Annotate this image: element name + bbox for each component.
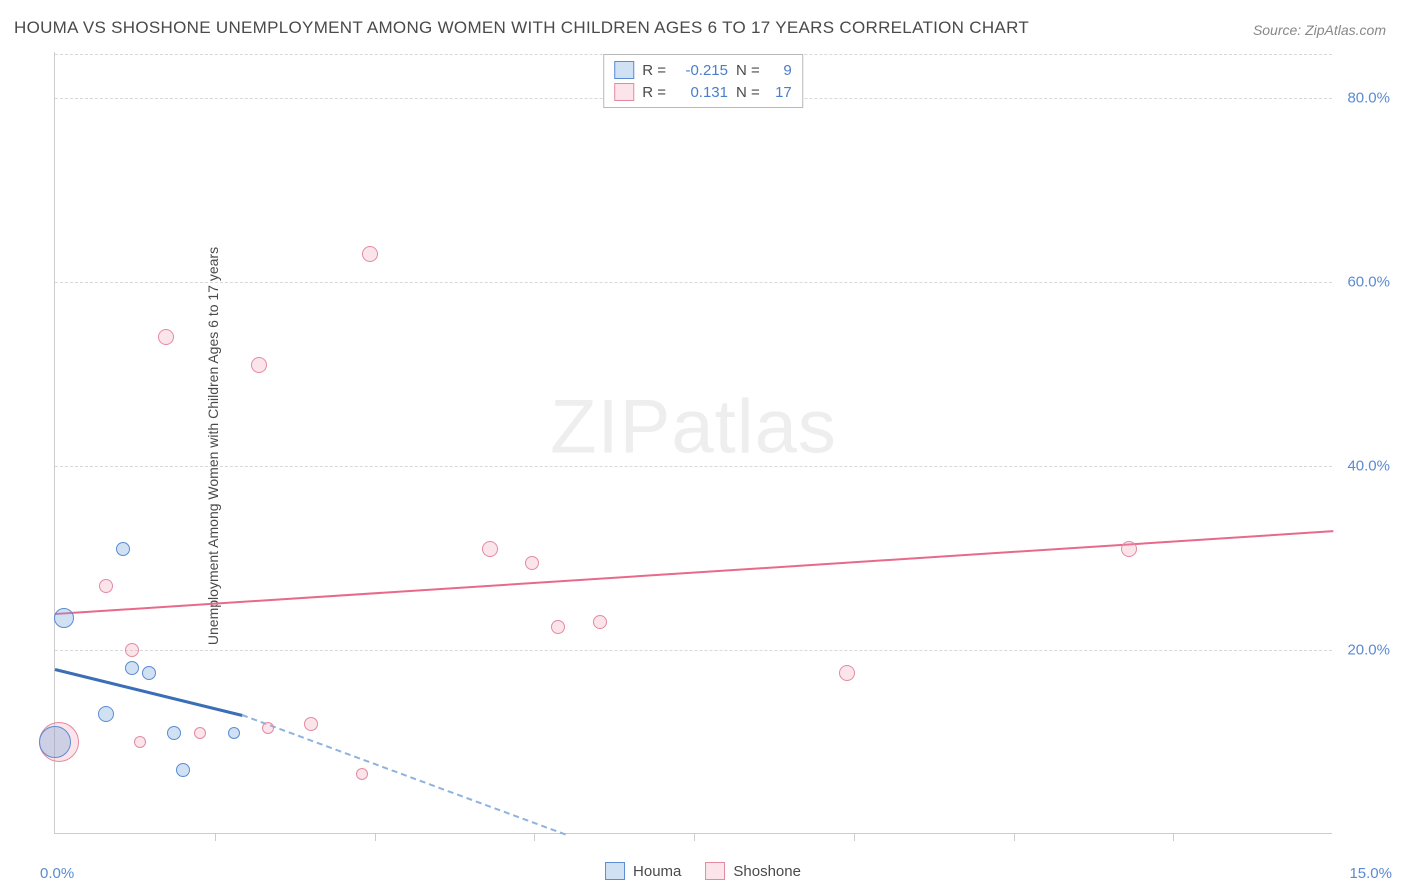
legend-swatch-houma (605, 862, 625, 880)
stats-n-label: N = (736, 62, 760, 79)
stats-swatch-houma (614, 61, 634, 79)
stats-swatch-shoshone (614, 83, 634, 101)
data-point-houma (167, 726, 181, 740)
data-point-shoshone (525, 556, 539, 570)
data-point-shoshone (134, 736, 146, 748)
legend-label-shoshone: Shoshone (733, 863, 801, 880)
data-point-houma (142, 666, 156, 680)
data-point-shoshone (1121, 541, 1137, 557)
stats-legend-row: R = 0.131 N = 17 (614, 81, 792, 103)
stats-r-label: R = (642, 62, 666, 79)
y-tick-label: 60.0% (1347, 274, 1390, 291)
plot-area: ZIPatlas 20.0%40.0%60.0%80.0% (54, 52, 1332, 834)
data-point-shoshone (551, 620, 565, 634)
x-tick (215, 833, 216, 841)
data-point-houma (228, 727, 240, 739)
data-point-shoshone (125, 643, 139, 657)
data-point-shoshone (356, 768, 368, 780)
gridline (55, 466, 1332, 467)
legend-item-shoshone: Shoshone (705, 862, 801, 880)
watermark: ZIPatlas (550, 383, 837, 470)
stats-legend: R = -0.215 N = 9 R = 0.131 N = 17 (603, 54, 803, 108)
data-point-shoshone (304, 717, 318, 731)
data-point-shoshone (194, 727, 206, 739)
data-point-houma (176, 763, 190, 777)
legend-label-houma: Houma (633, 863, 681, 880)
data-point-houma (125, 661, 139, 675)
data-point-houma (98, 706, 114, 722)
data-point-houma (39, 726, 71, 758)
y-tick-label: 40.0% (1347, 458, 1390, 475)
data-point-shoshone (839, 665, 855, 681)
chart-title: HOUMA VS SHOSHONE UNEMPLOYMENT AMONG WOM… (14, 18, 1029, 38)
data-point-houma (116, 542, 130, 556)
y-tick-label: 20.0% (1347, 642, 1390, 659)
stats-r-value: -0.215 (674, 62, 728, 79)
legend-item-houma: Houma (605, 862, 681, 880)
x-tick (854, 833, 855, 841)
x-max-label: 15.0% (1349, 865, 1392, 882)
data-point-shoshone (482, 541, 498, 557)
data-point-shoshone (262, 722, 274, 734)
stats-legend-row: R = -0.215 N = 9 (614, 59, 792, 81)
legend-swatch-shoshone (705, 862, 725, 880)
stats-r-value: 0.131 (674, 84, 728, 101)
series-legend: Houma Shoshone (605, 862, 801, 880)
data-point-shoshone (593, 615, 607, 629)
x-tick (1173, 833, 1174, 841)
data-point-houma (54, 608, 74, 628)
chart-container: HOUMA VS SHOSHONE UNEMPLOYMENT AMONG WOM… (0, 0, 1406, 892)
x-tick (694, 833, 695, 841)
stats-r-label: R = (642, 84, 666, 101)
trendline-shoshone (55, 530, 1333, 615)
trendline-houma-extrapolated (242, 714, 566, 835)
source-attribution: Source: ZipAtlas.com (1253, 22, 1386, 38)
gridline (55, 650, 1332, 651)
gridline (55, 282, 1332, 283)
data-point-shoshone (251, 357, 267, 373)
data-point-shoshone (362, 246, 378, 262)
x-min-label: 0.0% (40, 865, 74, 882)
y-tick-label: 80.0% (1347, 90, 1390, 107)
stats-n-label: N = (736, 84, 760, 101)
data-point-shoshone (99, 579, 113, 593)
stats-n-value: 17 (768, 84, 792, 101)
data-point-shoshone (158, 329, 174, 345)
x-tick (375, 833, 376, 841)
stats-n-value: 9 (768, 62, 792, 79)
x-tick (1014, 833, 1015, 841)
x-tick (534, 833, 535, 841)
